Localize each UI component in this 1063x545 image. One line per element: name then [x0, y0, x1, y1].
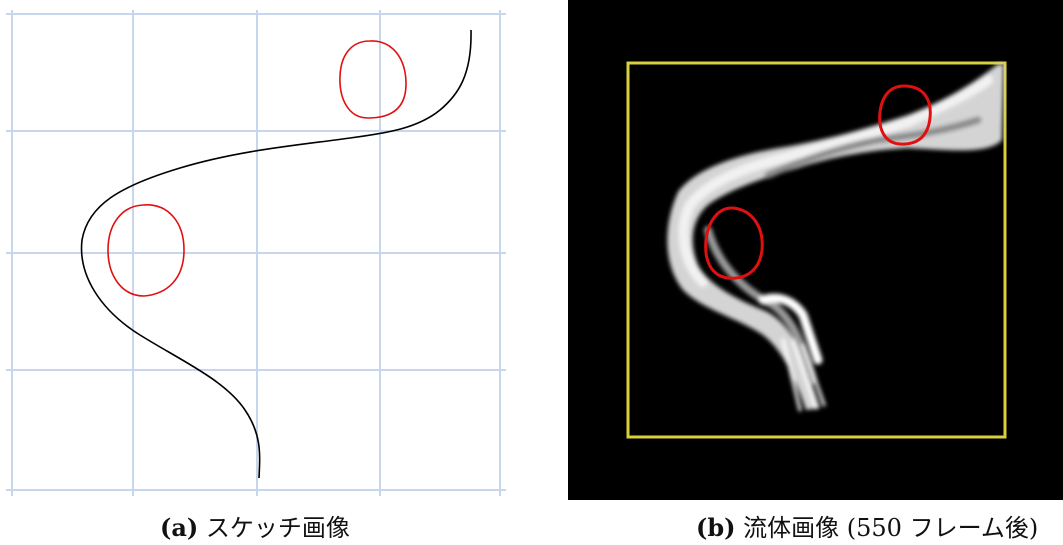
smoke-body	[667, 64, 1004, 410]
sketch-obstacle-circle	[339, 40, 407, 119]
fluid-obstacle-circle	[704, 206, 764, 280]
figure-b-fluid	[568, 0, 1063, 500]
caption-a-label: (a)	[160, 513, 199, 542]
smoke-source-streaks	[781, 338, 826, 412]
fluid-domain-border	[626, 61, 1007, 439]
sketch-canvas	[0, 0, 520, 500]
caption-b-text: 流体画像 (550 フレーム後)	[743, 514, 1039, 542]
sketch-grid	[6, 10, 506, 496]
caption-a-text: スケッチ画像	[205, 514, 350, 542]
caption-b: (b) 流体画像 (550 フレーム後)	[696, 508, 1038, 543]
sketch-background	[0, 0, 520, 500]
caption-a: (a) スケッチ画像	[160, 508, 350, 543]
fluid-canvas	[568, 0, 1063, 500]
smoke-shadow	[764, 116, 982, 179]
sketch-smoke-path	[80, 29, 472, 479]
smoke-highlight	[758, 293, 823, 365]
fluid-obstacle-circle	[878, 84, 932, 146]
sketch-obstacle-circle	[107, 204, 185, 297]
caption-b-label: (b)	[696, 513, 736, 542]
figure-a-sketch	[0, 0, 520, 500]
